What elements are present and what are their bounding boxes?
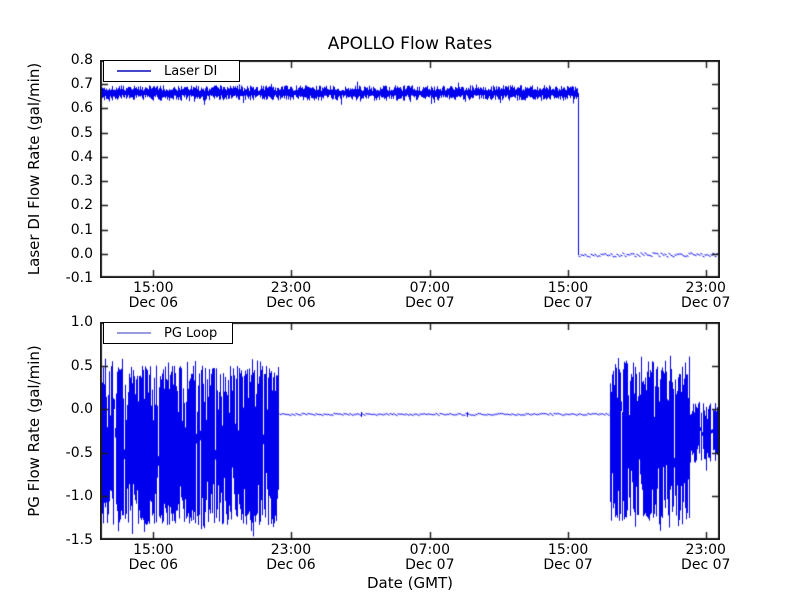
laser-di-legend-box: Laser DI (103, 60, 240, 82)
x-tick-label: 23:00 Dec 07 (681, 280, 731, 311)
x-tick-label: 15:00 Dec 07 (543, 542, 593, 573)
x-tick-label: 23:00 Dec 06 (266, 542, 316, 573)
y-tick-label: 0.6 (70, 100, 93, 117)
x-tick-label: 15:00 Dec 07 (543, 280, 593, 311)
y-tick-label: 0.4 (70, 148, 93, 165)
x-tick-label: 07:00 Dec 07 (405, 542, 455, 573)
y-tick-label: -1.5 (65, 532, 93, 548)
legend-line-icon (117, 332, 151, 334)
y-tick-label: -0.5 (65, 444, 93, 461)
x-tick-label: 23:00 Dec 06 (266, 280, 316, 311)
y-tick-label: 0.5 (70, 357, 93, 374)
x-tick-label: 23:00 Dec 07 (681, 542, 731, 573)
legend-line-icon (117, 70, 151, 72)
laser-di-plot-canvas (100, 60, 720, 278)
laser-di-legend-label: Laser DI (164, 63, 218, 79)
y-tick-label: 0.0 (70, 401, 93, 418)
y-tick-label: 0.8 (70, 52, 93, 68)
y-tick-label: -1.0 (65, 488, 93, 505)
y-tick-label: 0.5 (70, 124, 93, 141)
x-axis-label: Date (GMT) (366, 574, 454, 592)
y-tick-label: 1.0 (70, 314, 93, 330)
x-tick-label: 15:00 Dec 06 (128, 542, 178, 573)
pg-loop-legend-box: PG Loop (103, 322, 233, 344)
y-tick-label: 0.1 (70, 221, 93, 238)
figure-title: APOLLO Flow Rates (327, 34, 493, 54)
y-tick-label: 0.7 (70, 76, 93, 93)
y-tick-label: 0.0 (70, 245, 93, 262)
x-tick-label: 15:00 Dec 06 (128, 280, 178, 311)
x-tick-label: 07:00 Dec 07 (405, 280, 455, 311)
laser-di-plot-area (100, 60, 720, 278)
y-tick-label: -0.1 (65, 270, 93, 286)
pg-loop-plot-canvas (100, 322, 720, 540)
pg-loop-plot-area (100, 322, 720, 540)
y-tick-label: 0.3 (70, 173, 93, 190)
pg-loop-legend-label: PG Loop (164, 325, 218, 341)
y-tick-label: 0.2 (70, 197, 93, 214)
